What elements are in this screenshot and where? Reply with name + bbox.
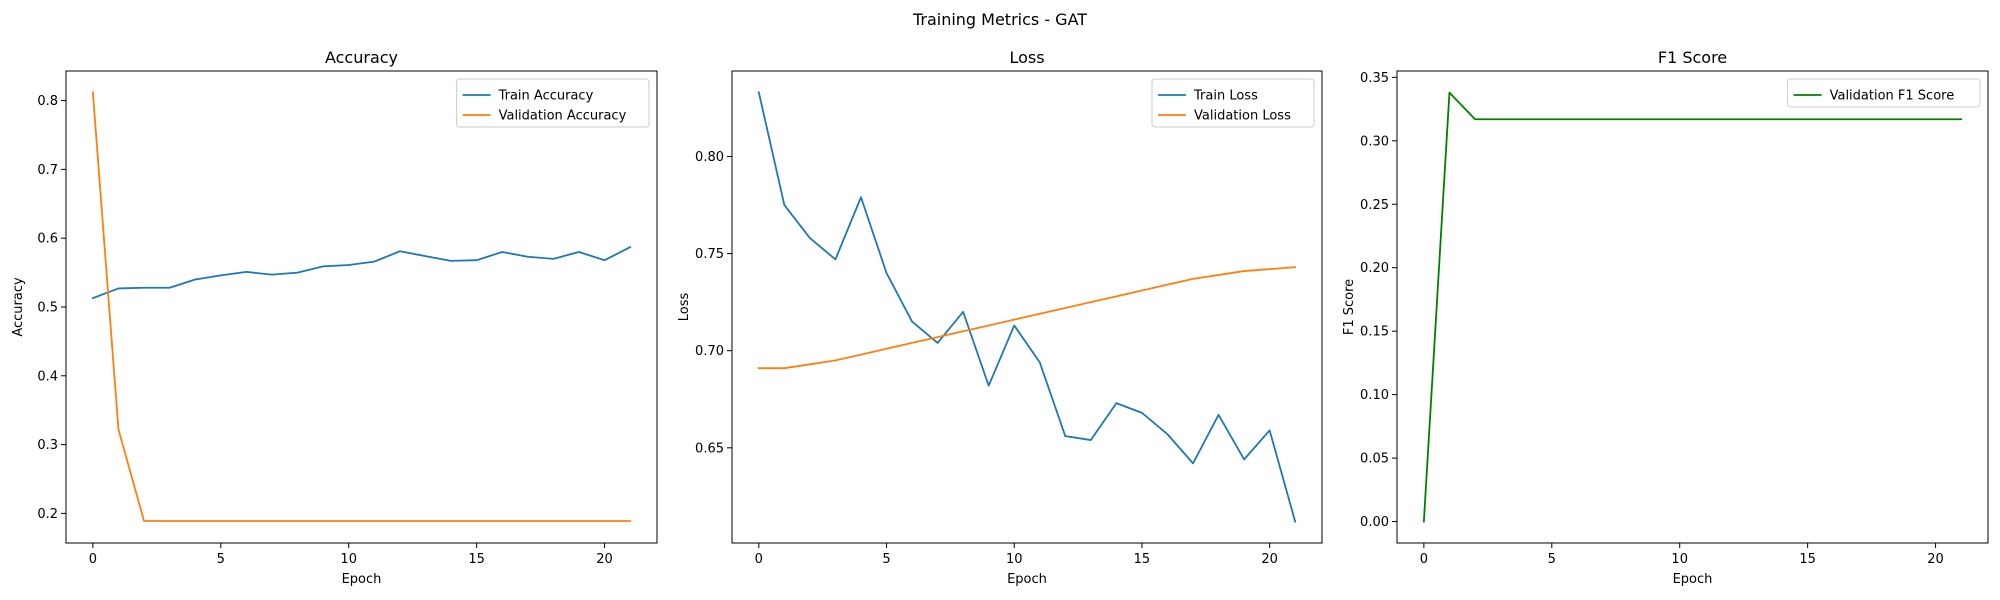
loss-x-tick-label: 15 (1134, 552, 1151, 567)
f1-score-axes-frame (1396, 70, 1989, 544)
loss-chart: Loss 0 5 10 15 20 0.65 0.70 0.75 0.80 Epoch Loss Tra… (677, 48, 1323, 587)
accuracy-series-train-accuracy-line (91, 245, 632, 300)
accuracy-x-tick-label: 5 (217, 552, 225, 567)
accuracy-legend: Train Accuracy Validation Accuracy (456, 78, 650, 128)
f1-score-y-tick-label: 0.25 (1360, 198, 1389, 213)
accuracy-x-axis-label: Epoch (342, 572, 382, 587)
loss-legend-label: Validation Loss (1194, 109, 1291, 124)
loss-y-tick-label: 0.80 (695, 150, 724, 165)
accuracy-y-tick-label: 0.3 (37, 438, 58, 453)
f1-score-x-tick-label: 20 (1927, 552, 1944, 567)
accuracy-x-tick-label: 0 (89, 552, 97, 567)
f1-score-y-axis-label: F1 Score (1342, 279, 1357, 335)
f1-score-chart: F1 Score 0 5 10 15 20 0.00 0.05 0.10 0.15 0.20 0.25… (1342, 48, 1989, 587)
accuracy-y-tick-label: 0.8 (37, 94, 58, 109)
loss-y-tick-label: 0.65 (695, 441, 724, 456)
loss-legend: Train Loss Validation Loss (1151, 78, 1315, 128)
accuracy-title: Accuracy (325, 48, 398, 67)
accuracy-series-validation-accuracy-line (91, 91, 632, 522)
accuracy-y-tick-label: 0.4 (37, 369, 58, 384)
loss-legend-box (1151, 78, 1315, 128)
f1-score-x-tick-label: 15 (1799, 552, 1816, 567)
f1-score-y-tick-label: 0.15 (1360, 325, 1389, 340)
f1-score-x-tick-label: 10 (1671, 552, 1688, 567)
loss-x-tick-label: 10 (1006, 552, 1023, 567)
f1-score-series-validation-f1-score-line (1422, 91, 1963, 523)
f1-score-y-tick-label: 0.30 (1360, 134, 1389, 149)
f1-score-y-tick-label: 0.35 (1360, 71, 1389, 86)
f1-score-legend-label: Validation F1 Score (1830, 89, 1955, 104)
loss-y-tick-label: 0.70 (695, 344, 724, 359)
loss-y-axis-label: Loss (677, 293, 692, 322)
f1-score-x-tick-label: 0 (1420, 552, 1428, 567)
accuracy-legend-label: Train Accuracy (498, 89, 594, 104)
loss-axes-frame (731, 70, 1323, 544)
f1-score-legend: Validation F1 Score (1787, 78, 1981, 108)
f1-score-x-tick-label: 5 (1548, 552, 1556, 567)
accuracy-x-tick-label: 10 (340, 552, 357, 567)
accuracy-y-tick-label: 0.5 (37, 301, 58, 316)
loss-x-axis-label: Epoch (1007, 572, 1047, 587)
chart-panels: Accuracy 0 5 10 15 20 0.2 0.3 0.4 0.5 0.6 0.7 0.8 Epo… (11, 48, 1989, 587)
f1-score-legend-box (1787, 78, 1981, 108)
f1-score-y-tick-label: 0.00 (1360, 515, 1389, 530)
loss-x-tick-label: 0 (755, 552, 763, 567)
loss-title: Loss (1009, 48, 1044, 67)
accuracy-legend-label: Validation Accuracy (499, 109, 627, 124)
loss-legend-label: Train Loss (1193, 89, 1258, 104)
f1-score-x-axis-label: Epoch (1673, 572, 1713, 587)
accuracy-legend-box (456, 78, 650, 128)
f1-score-y-tick-label: 0.05 (1360, 452, 1389, 467)
f1-score-title: F1 Score (1658, 48, 1727, 67)
loss-series-validation-loss-line (757, 266, 1297, 370)
accuracy-x-tick-label: 20 (596, 552, 613, 567)
loss-series-train-loss-line (757, 91, 1297, 523)
loss-x-tick-label: 20 (1261, 552, 1278, 567)
accuracy-y-tick-label: 0.7 (37, 163, 58, 178)
accuracy-chart: Accuracy 0 5 10 15 20 0.2 0.3 0.4 0.5 0.6 0.7 0.8 Epo… (11, 48, 658, 587)
loss-x-tick-label: 5 (882, 552, 890, 567)
f1-score-y-tick-label: 0.20 (1360, 261, 1389, 276)
accuracy-y-axis-label: Accuracy (11, 277, 26, 337)
figure-suptitle: Training Metrics - GAT (912, 10, 1087, 29)
accuracy-y-tick-label: 0.6 (37, 232, 58, 247)
f1-score-y-tick-label: 0.10 (1360, 388, 1389, 403)
accuracy-y-tick-label: 0.2 (37, 507, 58, 522)
accuracy-x-tick-label: 15 (468, 552, 485, 567)
loss-y-tick-label: 0.75 (695, 247, 724, 262)
